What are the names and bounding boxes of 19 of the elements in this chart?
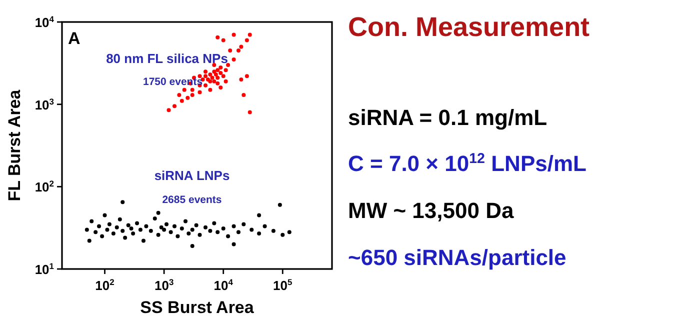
text: C = 7.0 × 10$^{12}$ LNPs/mL bbox=[348, 151, 586, 176]
text: ~650 siRNAs/particle bbox=[348, 245, 566, 270]
text: MW ~ 13,500 Da bbox=[348, 198, 514, 223]
x-tick-label: 10$^{3}$ bbox=[154, 277, 174, 293]
y-tick-label: 10$^{2}$ bbox=[34, 178, 54, 195]
y-tick-label: 10$^{3}$ bbox=[34, 96, 54, 112]
x-axis-title: SS Burst Area bbox=[140, 298, 254, 317]
x-tick-label: 10$^{5}$ bbox=[273, 277, 293, 293]
annotation: A bbox=[68, 29, 80, 48]
y-axis-title: FL Burst Area bbox=[5, 89, 24, 202]
y-tick-label: 10$^{1}$ bbox=[34, 261, 54, 277]
x-tick-label: 10$^{2}$ bbox=[95, 277, 115, 293]
y-tick-label: 10$^{4}$ bbox=[34, 14, 54, 30]
annotation: siRNA LNPs bbox=[154, 168, 230, 183]
x-tick-label: 10$^{4}$ bbox=[214, 277, 234, 293]
text: Con. Measurement bbox=[348, 12, 590, 42]
annotation: 2685 events bbox=[162, 194, 222, 206]
annotation: 80 nm FL silica NPs bbox=[106, 51, 228, 66]
text: siRNA = 0.1 mg/mL bbox=[348, 105, 548, 130]
